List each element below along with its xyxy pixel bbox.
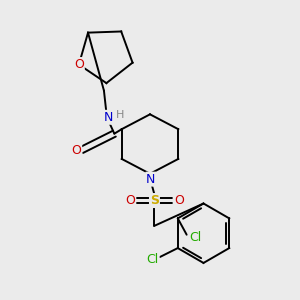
Text: N: N <box>104 111 113 124</box>
Text: O: O <box>74 58 84 71</box>
Text: Cl: Cl <box>189 231 201 244</box>
Text: S: S <box>150 194 159 207</box>
Text: O: O <box>71 143 81 157</box>
Text: N: N <box>146 172 156 186</box>
Text: H: H <box>116 110 124 120</box>
Text: O: O <box>174 194 184 207</box>
Text: O: O <box>125 194 135 207</box>
Text: Cl: Cl <box>146 254 159 266</box>
